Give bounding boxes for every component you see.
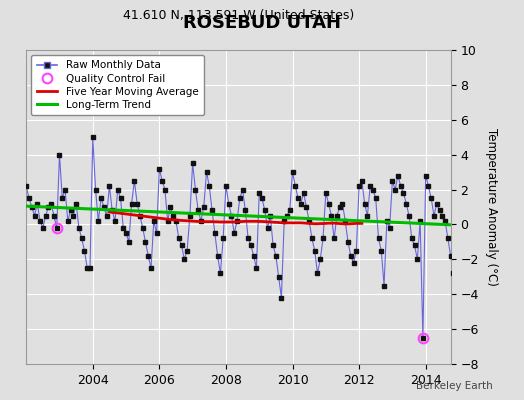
Y-axis label: Temperature Anomaly (°C): Temperature Anomaly (°C) — [485, 128, 498, 286]
Title: 41.610 N, 113.591 W (United States): 41.610 N, 113.591 W (United States) — [123, 10, 354, 22]
Legend: Raw Monthly Data, Quality Control Fail, Five Year Moving Average, Long-Term Tren: Raw Monthly Data, Quality Control Fail, … — [31, 55, 204, 115]
Text: Berkeley Earth: Berkeley Earth — [416, 381, 493, 391]
Text: ROSEBUD UTAH: ROSEBUD UTAH — [183, 14, 341, 32]
